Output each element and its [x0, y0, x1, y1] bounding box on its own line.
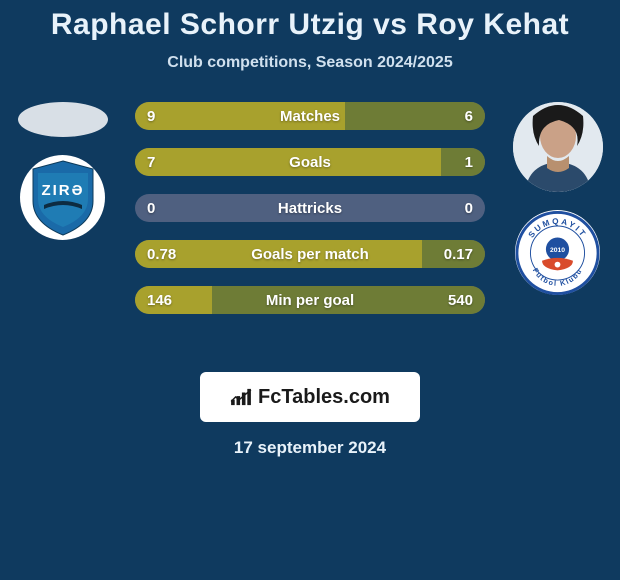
svg-text:ZIRƏ: ZIRƏ [41, 182, 84, 199]
stat-bar: 96Matches [135, 102, 485, 130]
stat-label: Goals [135, 148, 485, 176]
brand-text: FcTables.com [258, 386, 390, 409]
stat-bar: 00Hattricks [135, 194, 485, 222]
player-avatar-right [513, 102, 603, 192]
stat-label: Min per goal [135, 286, 485, 314]
page-subtitle: Club competitions, Season 2024/2025 [0, 54, 620, 72]
stat-bars: 96Matches 71Goals 00Hattricks 0.780.17Goals… [135, 102, 485, 332]
person-silhouette-icon [513, 102, 603, 192]
stat-label: Hattricks [135, 194, 485, 222]
stat-label: Goals per match [135, 240, 485, 268]
svg-text:2010: 2010 [550, 247, 565, 254]
footer-date: 17 september 2024 [0, 438, 620, 458]
brand-rest: Tables.com [281, 386, 390, 408]
stat-bar: 146540Min per goal [135, 286, 485, 314]
right-player-column: SUMQAYIT Futbol Klubu 2010 [505, 102, 610, 295]
brand-prefix: Fc [258, 386, 281, 408]
sumqayit-badge-icon: SUMQAYIT Futbol Klubu 2010 [515, 209, 600, 297]
brand-badge: FcTables.com [200, 372, 420, 422]
stat-bar: 0.780.17Goals per match [135, 240, 485, 268]
signal-bars-icon [230, 388, 252, 406]
club-badge-right: SUMQAYIT Futbol Klubu 2010 [515, 210, 600, 295]
zire-shield-icon: ZIRƏ [28, 159, 98, 237]
comparison-body: ZIRƏ [0, 102, 620, 362]
club-badge-left: ZIRƏ [20, 155, 105, 240]
stat-label: Matches [135, 102, 485, 130]
comparison-infographic: Raphael Schorr Utzig vs Roy Kehat Club c… [0, 0, 620, 580]
stat-bar: 71Goals [135, 148, 485, 176]
left-player-column: ZIRƏ [10, 102, 115, 240]
page-title: Raphael Schorr Utzig vs Roy Kehat [0, 0, 620, 42]
player-avatar-left [18, 102, 108, 137]
